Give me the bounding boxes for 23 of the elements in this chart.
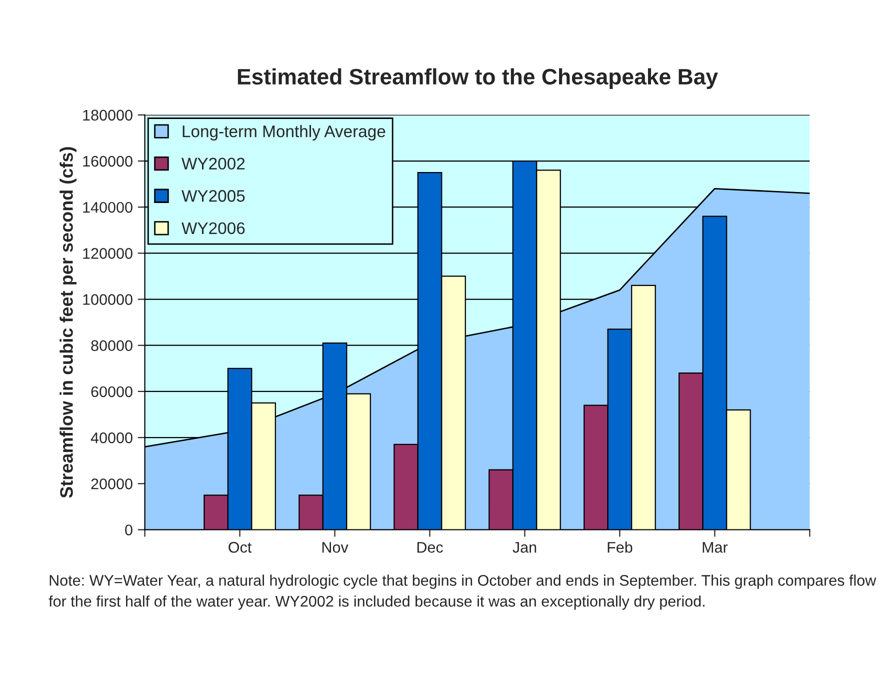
legend-label: WY2006 xyxy=(182,222,245,234)
x-tick-label: Jan xyxy=(512,542,536,553)
x-tick-label: Feb xyxy=(608,542,632,553)
x-tick-label: Oct xyxy=(228,542,252,553)
y-tick-label: 180000 xyxy=(83,110,132,121)
y-tick-label: 100000 xyxy=(83,294,132,305)
x-tick-label: Dec xyxy=(417,542,443,553)
chart-title: Estimated Streamflow to the Chesapeake Bay xyxy=(238,68,718,89)
x-tick-label: Nov xyxy=(322,542,348,553)
legend-label: WY2002 xyxy=(182,158,245,170)
y-tick-label: 40000 xyxy=(90,432,132,444)
legend-label: WY2005 xyxy=(182,190,245,202)
x-tick-label: Mar xyxy=(702,542,728,553)
legend-label: Long-term Monthly Average xyxy=(182,125,386,141)
y-tick-label: 0 xyxy=(125,524,132,536)
y-tick-label: 120000 xyxy=(83,248,132,259)
text: Note: WY=Water Year, a natural hydrologic cycle that begins in October and ends in September. This graph compares flow for the first half of the water year. WY2002 is included because it was an exceptionally dry period. xyxy=(48,574,876,610)
y-tick-label: 20000 xyxy=(91,478,132,490)
y-tick-label: 140000 xyxy=(83,202,132,213)
y-tick-label: 80000 xyxy=(91,340,132,352)
y-axis-title: Streamflow in cubic feet per second (cfs) xyxy=(60,147,76,498)
y-tick-label: 60000 xyxy=(91,386,132,398)
y-tick-label: 160000 xyxy=(83,156,132,167)
